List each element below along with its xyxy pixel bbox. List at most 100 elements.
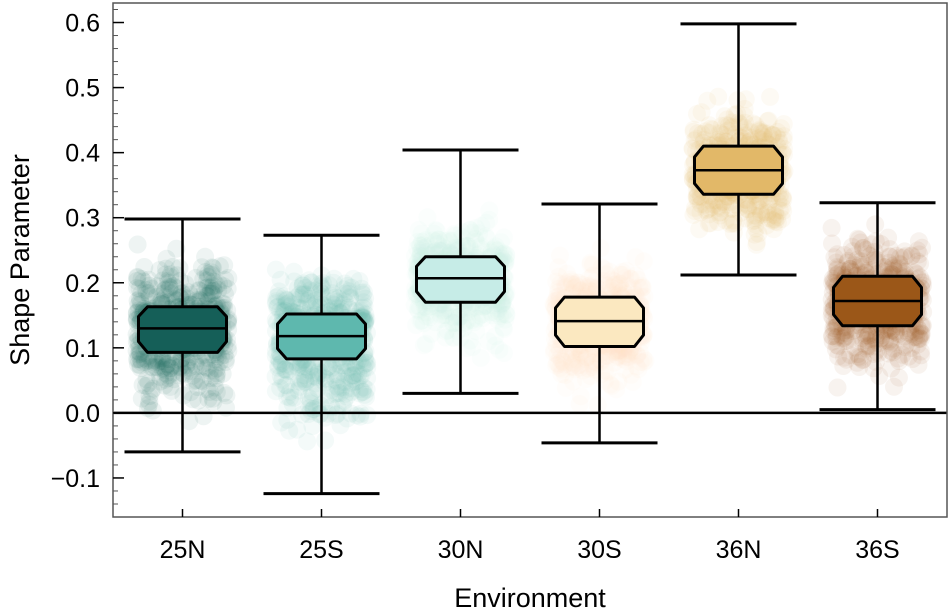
cloud-point (859, 336, 878, 355)
cloud-point (461, 239, 480, 258)
cloud-point (188, 378, 207, 396)
cloud-point (356, 289, 375, 308)
cloud-point (347, 363, 365, 382)
cloud-point (609, 279, 628, 298)
cloud-point (605, 275, 623, 294)
cloud-point (913, 317, 932, 336)
cloud-point (326, 384, 345, 403)
cloud-point (145, 351, 163, 370)
cloud-point (585, 360, 604, 379)
cloud-point (827, 328, 846, 347)
cloud-point (206, 378, 224, 397)
cloud-point (216, 285, 234, 304)
cloud-point (433, 238, 452, 257)
cloud-point (266, 294, 285, 313)
cloud-point (857, 240, 876, 259)
cloud-point (267, 292, 286, 311)
cloud-point (747, 233, 766, 251)
cloud-point (159, 366, 178, 385)
cloud-point (335, 391, 354, 410)
cloud-point (718, 121, 737, 140)
cloud-point (688, 190, 707, 209)
cloud-point (773, 188, 792, 207)
cloud-point (325, 291, 344, 310)
cloud-point (170, 353, 189, 372)
cloud-point (622, 269, 641, 288)
cloud-point (157, 249, 176, 268)
cloud-point (140, 276, 159, 295)
cloud-point (601, 375, 620, 394)
cloud-point (282, 362, 301, 381)
cloud-point (136, 280, 155, 299)
cloud-point (457, 339, 476, 358)
cloud-point (209, 280, 228, 299)
cloud-point (885, 377, 903, 396)
cloud-point (190, 281, 209, 300)
cloud-point (204, 392, 223, 411)
cloud-point (568, 356, 587, 375)
cloud-point (564, 354, 583, 373)
cloud-point (414, 236, 433, 255)
y-tick-label: 0.4 (65, 140, 100, 168)
cloud-point (774, 202, 793, 221)
cloud-point (753, 127, 772, 146)
cloud-point (343, 366, 362, 385)
cloud-point (441, 302, 460, 321)
cloud-point (470, 224, 489, 243)
cloud-point (580, 281, 599, 300)
cloud-point (429, 230, 448, 249)
cloud-point (881, 334, 900, 353)
cloud-point (281, 382, 300, 401)
cloud-point (147, 355, 166, 374)
cloud-point (690, 220, 709, 239)
cloud-point (895, 242, 914, 261)
cloud-point (563, 275, 581, 293)
cloud-point (216, 270, 235, 289)
cloud-point (854, 334, 873, 353)
cloud-point (333, 397, 352, 416)
cloud-point (353, 356, 372, 375)
cloud-point (134, 272, 153, 291)
cloud-point (893, 345, 912, 364)
cloud-point (323, 284, 342, 303)
cloud-point (352, 279, 371, 298)
cloud-point (480, 210, 499, 229)
cloud-point (710, 123, 729, 142)
cloud-point (440, 232, 459, 251)
cloud-point (823, 234, 841, 253)
cloud-point (696, 195, 715, 214)
cloud-point (339, 284, 358, 303)
cloud-point (834, 329, 852, 348)
cloud-point (609, 372, 628, 391)
cloud-point (354, 378, 373, 397)
cloud-point (712, 116, 731, 135)
cloud-point (768, 208, 787, 227)
cloud-point (202, 265, 221, 284)
cloud-point (461, 221, 480, 240)
cloud-point (338, 276, 357, 295)
cloud-point (627, 357, 646, 376)
cloud-point (866, 215, 885, 234)
cloud-point (278, 387, 297, 406)
cloud-point (285, 272, 304, 291)
cloud-point (770, 201, 789, 220)
cloud-point (297, 292, 316, 310)
cloud-point (204, 281, 223, 300)
cloud-point (563, 353, 582, 372)
cloud-point (342, 382, 361, 401)
cloud-point (457, 236, 476, 255)
cloud-point (569, 273, 588, 292)
cloud-point (333, 363, 352, 382)
cloud-point (838, 253, 857, 272)
cloud-point (266, 382, 285, 401)
cloud-point (496, 301, 515, 320)
cloud-point (142, 382, 161, 400)
cloud-point (633, 278, 651, 297)
cloud-point (857, 331, 876, 349)
cloud-point (588, 396, 607, 415)
cloud-point (583, 266, 602, 285)
cloud-point (426, 313, 445, 332)
cloud-point (711, 206, 729, 225)
cloud-point (613, 263, 632, 281)
cloud-point (139, 284, 158, 303)
